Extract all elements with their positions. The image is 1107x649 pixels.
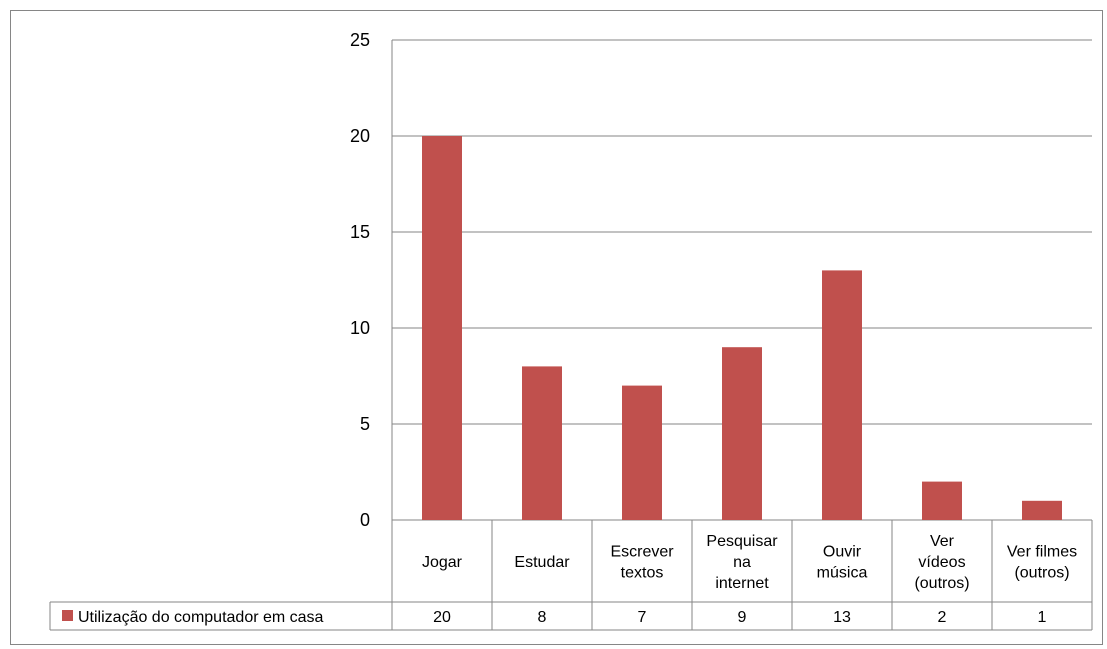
- y-tick-label-10: 10: [350, 318, 370, 338]
- bar-3: [722, 347, 762, 520]
- data-table-value-1: 8: [538, 609, 547, 626]
- y-axis-tick-labels: 0 5 10 15 20 25: [350, 30, 370, 530]
- x-category-label-line: (outros): [914, 575, 969, 592]
- bars: [422, 136, 1062, 520]
- bar-0: [422, 136, 462, 520]
- x-category-label-line: na: [733, 554, 751, 571]
- bar-6: [1022, 500, 1062, 520]
- x-category-label-5: Ver vídeos (outros): [914, 533, 969, 592]
- y-tick-label-15: 15: [350, 222, 370, 242]
- bar-4: [822, 270, 862, 520]
- x-category-label-1: Estudar: [514, 554, 570, 571]
- x-category-label-0: Jogar: [422, 554, 463, 571]
- bar-5: [922, 481, 962, 520]
- x-category-label-2: Escrever textos: [610, 544, 674, 582]
- x-category-label-line: música: [817, 565, 868, 582]
- data-table-value-5: 2: [938, 609, 947, 626]
- x-category-label-3: Pesquisar na internet: [706, 533, 778, 592]
- x-category-label-line: vídeos: [918, 554, 965, 571]
- bar-2: [622, 385, 662, 520]
- x-category-label-line: internet: [715, 575, 769, 592]
- y-tick-label-25: 25: [350, 30, 370, 50]
- x-category-label-line: Jogar: [422, 554, 463, 571]
- data-table-value-0: 20: [433, 609, 451, 626]
- gridlines: [391, 39, 1092, 521]
- legend-label: Utilização do computador em casa: [78, 609, 324, 626]
- x-category-label-line: textos: [621, 565, 664, 582]
- x-category-label-line: Ver filmes: [1007, 544, 1077, 561]
- x-category-label-line: (outros): [1014, 565, 1069, 582]
- legend-key: [62, 610, 73, 621]
- bar-1: [522, 366, 562, 520]
- data-table-value-2: 7: [638, 609, 647, 626]
- x-category-label-line: Ouvir: [823, 544, 862, 561]
- data-table-value-6: 1: [1038, 609, 1047, 626]
- x-category-label-line: Ver: [930, 533, 955, 550]
- x-category-label-6: Ver filmes (outros): [1007, 544, 1077, 582]
- y-tick-label-20: 20: [350, 126, 370, 146]
- x-category-label-line: Pesquisar: [706, 533, 778, 550]
- data-table: Jogar Estudar Escrever textos Pesquisar na int…: [49, 520, 1093, 631]
- x-category-label-4: Ouvir música: [817, 544, 868, 582]
- x-category-label-line: Escrever: [610, 544, 674, 561]
- data-table-value-3: 9: [738, 609, 747, 626]
- x-category-label-line: Estudar: [514, 554, 570, 571]
- y-tick-label-5: 5: [360, 414, 370, 434]
- y-tick-label-0: 0: [360, 510, 370, 530]
- data-table-value-4: 13: [833, 609, 851, 626]
